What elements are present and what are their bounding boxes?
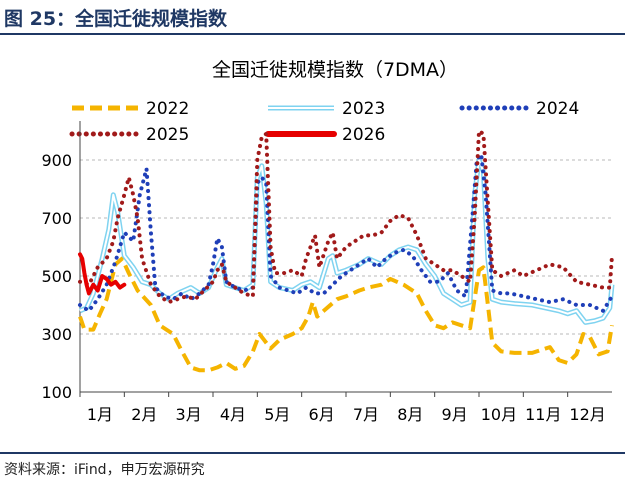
chart-title: 全国迁徙规模指数（7DMA） — [212, 59, 458, 81]
legend-label-2026: 2026 — [342, 125, 385, 145]
y-tick-label-500: 500 — [41, 267, 72, 286]
legend-label-2022: 2022 — [146, 99, 189, 119]
x-tick-label-5: 5月 — [264, 405, 290, 424]
series-2026 — [78, 252, 127, 296]
x-tick-label-3: 3月 — [176, 405, 202, 424]
y-tick-label-300: 300 — [41, 325, 72, 344]
legend-item-2024: 2024 — [459, 99, 579, 119]
x-tick-label-7: 7月 — [353, 405, 379, 424]
series-2024 — [78, 148, 614, 314]
y-tick-label-900: 900 — [41, 151, 72, 170]
legend-label-2023: 2023 — [342, 99, 385, 119]
series-2023 — [78, 157, 615, 325]
source-note: 资料来源：iFind，申万宏源研究 — [4, 462, 205, 478]
legend-label-2025: 2025 — [146, 125, 189, 145]
series-line-2026 — [78, 252, 127, 296]
legend-item-2023: 2023 — [268, 99, 385, 119]
x-tick-label-4: 4月 — [220, 405, 246, 424]
footer-divider — [0, 452, 625, 454]
series-2025 — [78, 127, 614, 305]
x-tick-label-6: 6月 — [309, 405, 335, 424]
series-2022 — [78, 256, 614, 373]
legend-label-2024: 2024 — [536, 99, 579, 119]
figure-header: 图 25：全国迁徙规模指数 — [0, 0, 625, 35]
x-tick-label-8: 8月 — [397, 405, 423, 424]
y-gridlines — [80, 159, 612, 335]
legend-item-2026: 2026 — [265, 125, 385, 145]
x-tick-label-12: 12月 — [569, 405, 605, 424]
series-line-2023-inner — [79, 159, 613, 324]
legend-item-2025: 2025 — [69, 125, 189, 145]
series-line-2024 — [78, 148, 614, 314]
series-line-2025 — [78, 127, 614, 305]
series-line-2022 — [78, 256, 614, 373]
migration-line-chart: 全国迁徙规模指数（7DMA） 2022 2023 2024 2025 2026 100 3… — [41, 59, 615, 424]
y-tick-label-700: 700 — [41, 209, 72, 228]
x-tick-label-1: 1月 — [87, 405, 113, 424]
axes: 100 300 500 700 900 1月 2月 3月 4月 5月 6月 7月 8月 9月 10月 11月 1… — [41, 121, 612, 424]
x-tick-label-9: 9月 — [442, 405, 468, 424]
figure-title: 图 25：全国迁徙规模指数 — [4, 8, 228, 30]
x-tick-label-10: 10月 — [481, 405, 517, 424]
x-tick-label-2: 2月 — [131, 405, 157, 424]
header-divider — [0, 33, 625, 35]
series-lines — [78, 127, 615, 373]
y-tick-label-100: 100 — [41, 383, 72, 402]
x-tick-label-11: 11月 — [525, 405, 561, 424]
legend-item-2022: 2022 — [72, 99, 189, 119]
legend: 2022 2023 2024 2025 2026 — [69, 99, 579, 145]
